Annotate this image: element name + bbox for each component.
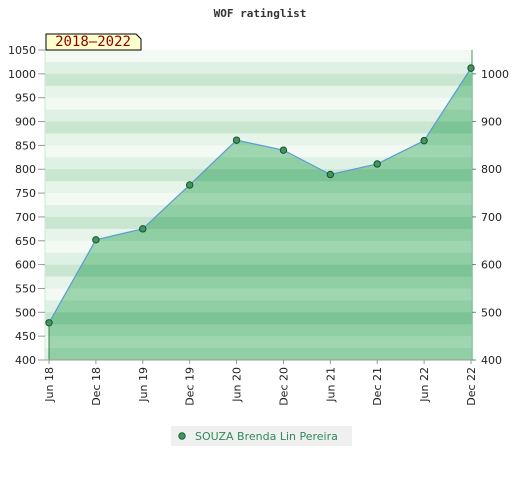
data-point: [279, 146, 288, 154]
band: [45, 121, 472, 134]
right-tick-label: 400: [481, 354, 502, 367]
band: [45, 97, 472, 111]
right-tick-label: 800: [481, 163, 502, 176]
x-tick-label: Dec 20: [277, 367, 290, 406]
x-tick-label: Jun 18: [43, 367, 56, 403]
x-tick-label: Jun 21: [324, 367, 337, 403]
left-tick-label: 550: [15, 282, 36, 295]
band: [45, 133, 472, 146]
x-tick-label: Jun 20: [231, 367, 244, 403]
data-point: [45, 319, 53, 327]
axes: [44, 50, 473, 361]
band: [45, 61, 472, 75]
right-axis-labels: 400 500 600 700 800 900 1000: [472, 68, 509, 367]
x-axis-labels: Jun 18 Dec 18 Jun 19 Dec 19 Jun 20 Dec 20 Jun …: [43, 360, 478, 406]
left-tick-label: 500: [15, 306, 36, 319]
left-tick-label: 750: [15, 187, 36, 200]
left-tick-label: 450: [15, 330, 36, 343]
left-tick-label: 900: [15, 116, 36, 129]
legend-label: SOUZA Brenda Lin Pereira: [195, 430, 338, 443]
left-tick-label: 600: [15, 259, 36, 272]
left-tick-label: 650: [15, 235, 36, 248]
data-point: [185, 181, 194, 189]
data-point: [326, 170, 335, 179]
left-tick-label: 400: [15, 354, 36, 367]
right-tick-label: 1000: [481, 68, 509, 81]
right-tick-label: 700: [481, 211, 502, 224]
data-point: [467, 64, 475, 72]
x-tick-label: Jun 19: [137, 367, 150, 403]
period-badge-text: 2018–2022: [55, 34, 131, 50]
right-tick-label: 600: [481, 259, 502, 272]
x-tick-label: Jun 22: [418, 367, 431, 403]
series-line: [48, 67, 472, 324]
left-tick-label: 950: [15, 92, 36, 105]
legend: SOUZA Brenda Lin Pereira: [171, 426, 352, 446]
period-badge: 2018–2022: [45, 33, 142, 51]
right-tick-label: 900: [481, 116, 502, 129]
x-tick-label: Dec 22: [465, 367, 478, 406]
left-tick-label: 800: [15, 163, 36, 176]
data-points: [45, 64, 475, 327]
left-axis-labels: 400 450 500 550 600 650 700 750 800 850 900 950 1000…: [8, 44, 45, 367]
band: [45, 109, 472, 123]
data-point: [232, 136, 241, 144]
data-point: [139, 225, 147, 233]
left-tick-label: 850: [15, 139, 36, 152]
chart-title: WOF ratinglist: [214, 7, 307, 20]
data-point: [92, 236, 100, 244]
left-tick-label: 1050: [8, 44, 36, 57]
band: [45, 73, 472, 87]
right-tick-label: 500: [481, 306, 502, 319]
x-tick-label: Dec 18: [90, 367, 103, 406]
data-point: [420, 136, 428, 145]
x-tick-label: Dec 19: [184, 367, 197, 406]
left-tick-label: 1000: [8, 68, 36, 81]
data-point: [373, 160, 381, 168]
band: [45, 85, 472, 99]
x-tick-label: Dec 21: [371, 367, 384, 406]
band: [45, 50, 472, 63]
legend-marker: [178, 432, 186, 440]
left-tick-label: 700: [15, 211, 36, 224]
